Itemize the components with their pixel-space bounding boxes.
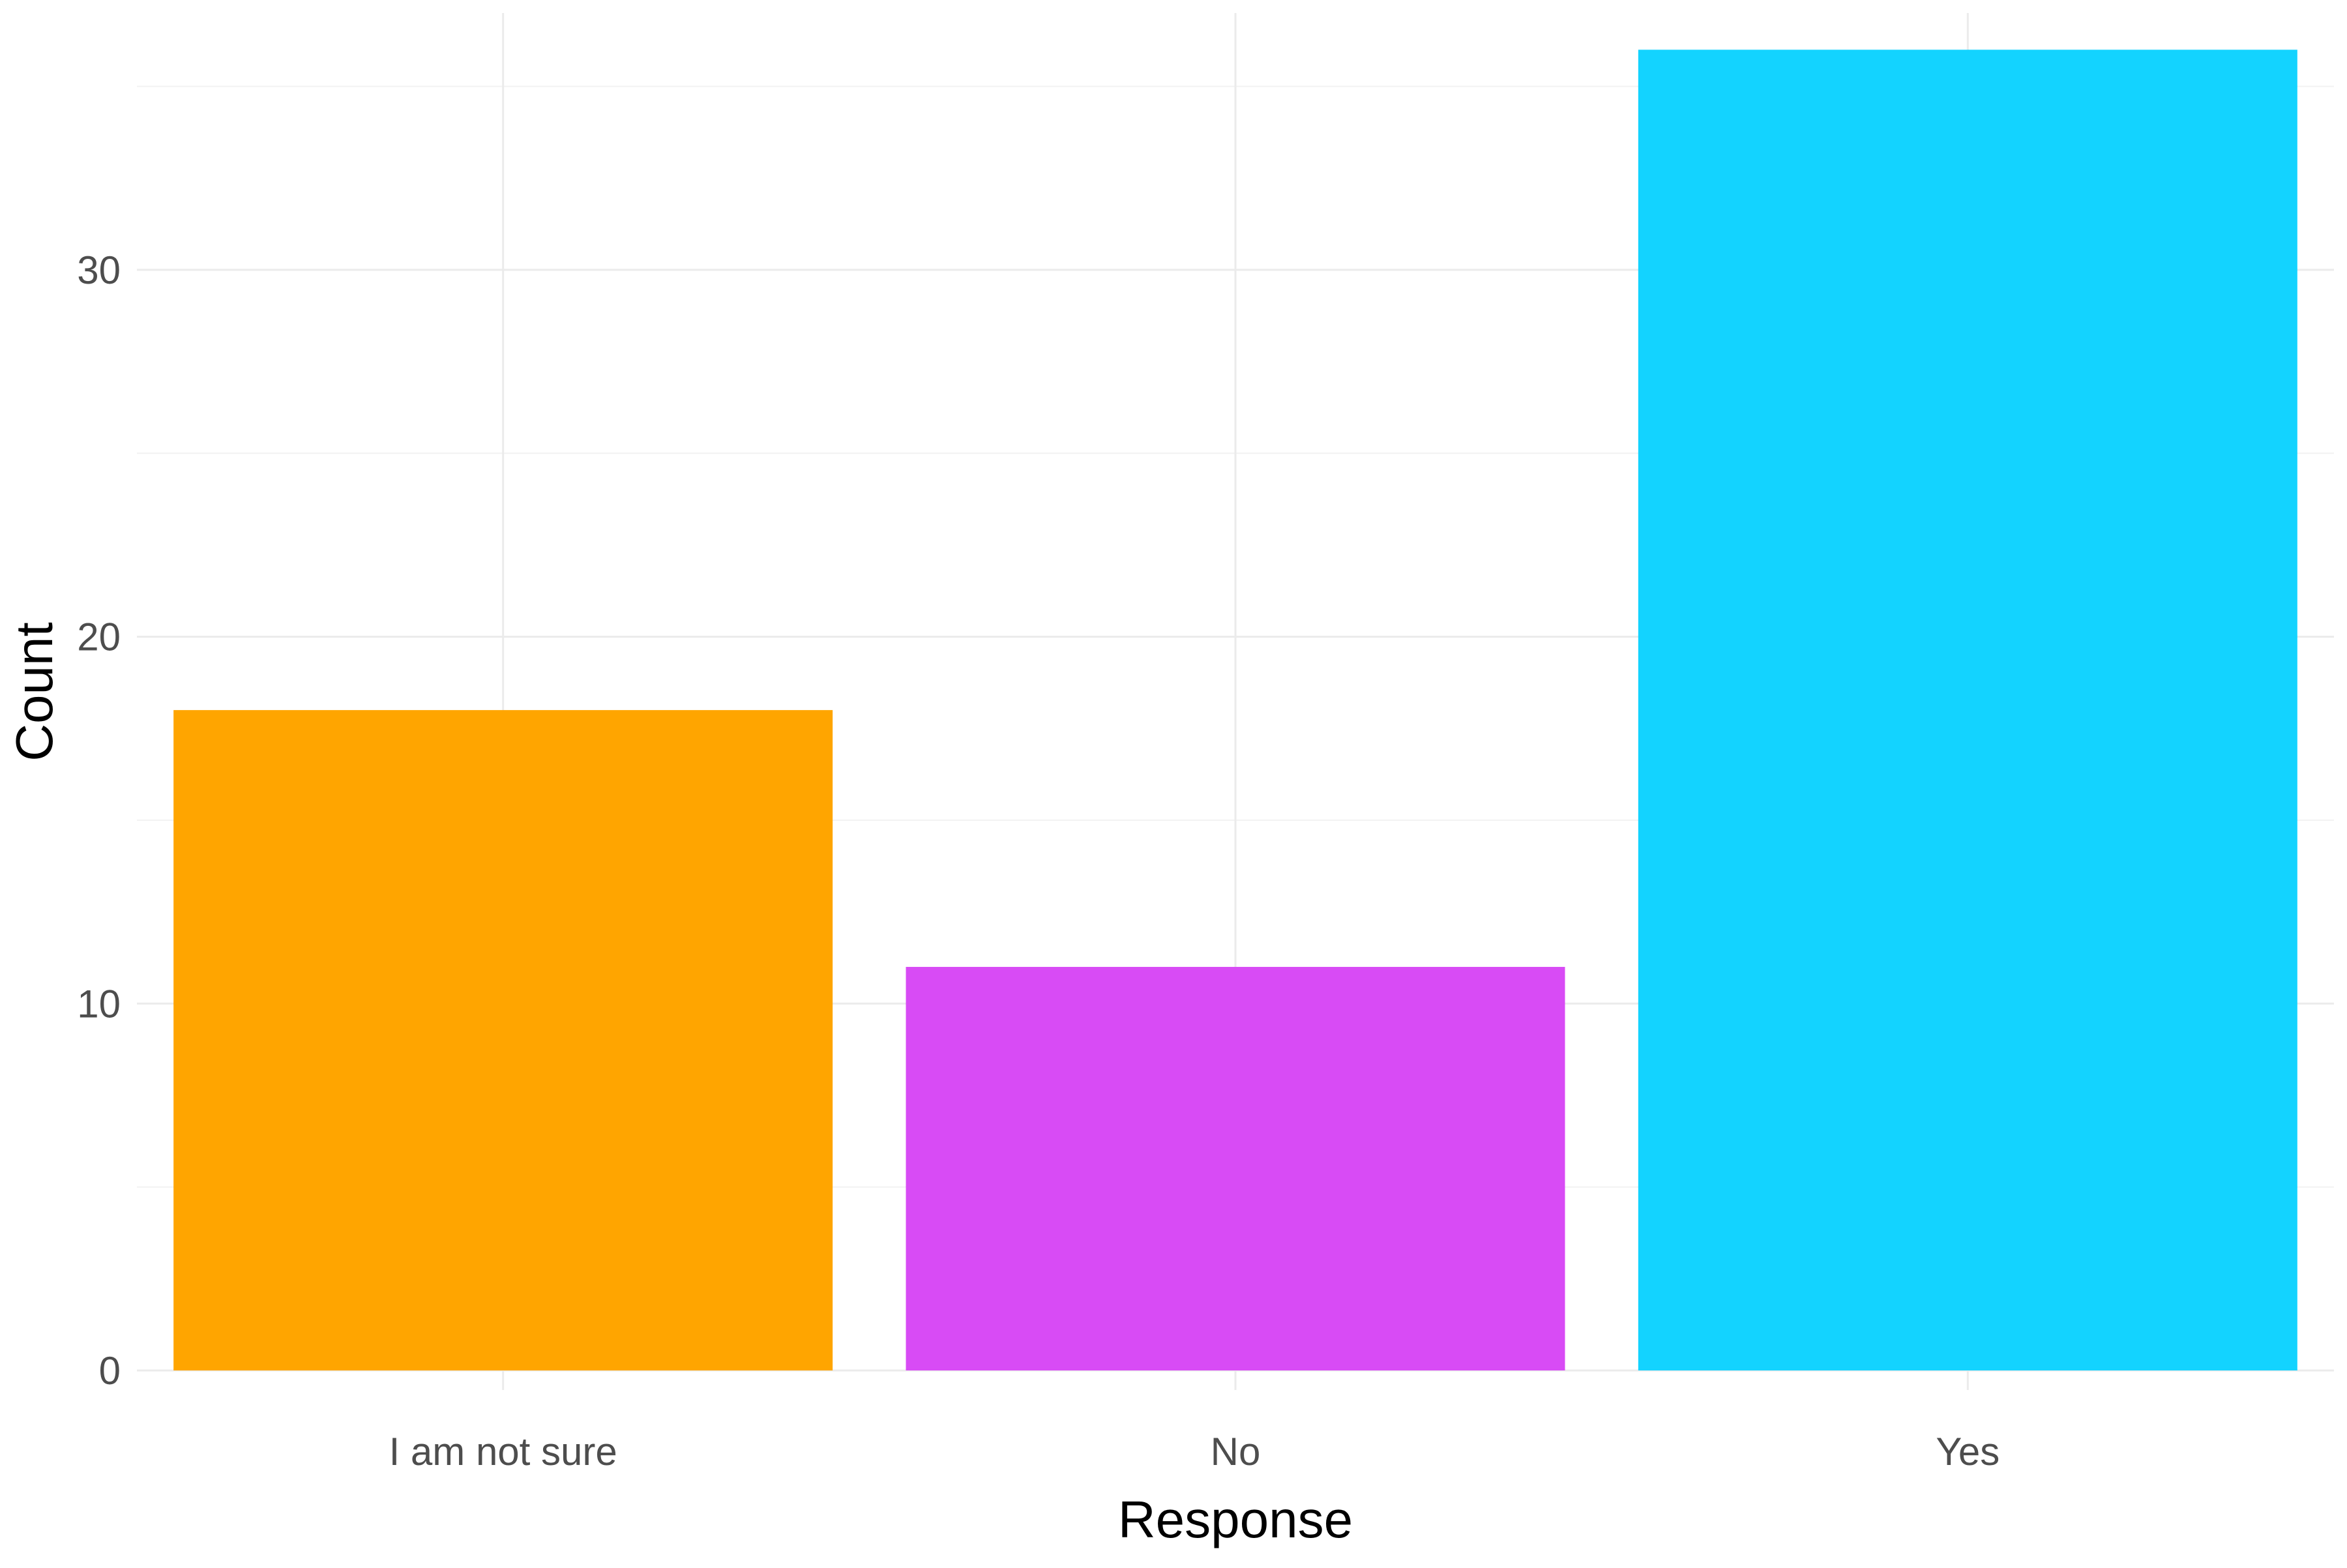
y-tick-label: 10 xyxy=(77,982,121,1026)
tick-layer: 0 10 20 30 I am not sure No Yes xyxy=(77,248,2000,1473)
y-tick-label: 0 xyxy=(99,1349,121,1393)
x-axis-title: Response xyxy=(1118,1490,1353,1548)
bar-yes xyxy=(1638,50,2297,1371)
y-axis-title: Count xyxy=(5,622,63,761)
x-tick-label: I am not sure xyxy=(389,1430,617,1473)
x-tick-label: Yes xyxy=(1936,1430,2000,1473)
bar-no xyxy=(906,967,1565,1370)
bar-layer xyxy=(173,50,2297,1371)
y-tick-label: 30 xyxy=(77,248,121,292)
y-tick-label: 20 xyxy=(77,615,121,659)
x-tick-label: No xyxy=(1211,1430,1261,1473)
bar-i-am-not-sure xyxy=(173,710,833,1370)
